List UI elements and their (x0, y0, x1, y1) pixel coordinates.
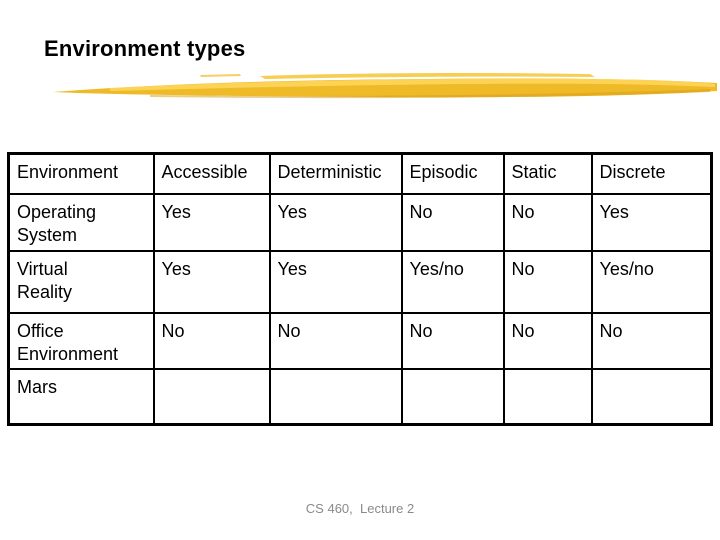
table-cell: Yes (590, 192, 713, 252)
table-cell (502, 367, 593, 426)
table-cell: No (502, 192, 593, 252)
table-cell: No (152, 311, 271, 370)
table-cell: Yes (268, 249, 403, 314)
table-cell: Yes (152, 192, 271, 252)
table-cell (268, 367, 403, 426)
column-header-environment: Environment (7, 152, 155, 195)
column-header-static: Static (502, 152, 593, 195)
table-cell: Yes/no (590, 249, 713, 314)
row-name: Office Environment (7, 311, 155, 370)
table-cell: No (400, 192, 505, 252)
slide-title: Environment types (44, 36, 246, 61)
table-row-mars: Mars (7, 367, 713, 426)
table-cell (400, 367, 505, 426)
table-cell: Yes (268, 192, 403, 252)
table-row-office-environment: Office Environment No No No No No (7, 311, 713, 370)
environment-types-table: Environment Accessible Deterministic Epi… (7, 152, 713, 427)
brush-stroke-underline (53, 72, 717, 99)
column-header-deterministic: Deterministic (268, 152, 403, 195)
column-header-episodic: Episodic (400, 152, 505, 195)
table-cell: No (502, 249, 593, 314)
table-cell: No (502, 311, 593, 370)
row-name: Operating System (7, 192, 155, 252)
table-cell (590, 367, 713, 426)
column-header-discrete: Discrete (590, 152, 713, 195)
table-cell: No (590, 311, 713, 370)
table-header-row: Environment Accessible Deterministic Epi… (7, 152, 713, 195)
table-row-operating-system: Operating System Yes Yes No No Yes (7, 192, 713, 252)
table-row-virtual-reality: Virtual Reality Yes Yes Yes/no No Yes/no (7, 249, 713, 314)
column-header-accessible: Accessible (152, 152, 271, 195)
table-cell: Yes (152, 249, 271, 314)
table-cell: No (400, 311, 505, 370)
slide-footer: CS 460, Lecture 2 (305, 501, 415, 516)
row-name: Mars (7, 367, 155, 426)
row-name: Virtual Reality (7, 249, 155, 314)
table-cell: No (268, 311, 403, 370)
table-cell: Yes/no (400, 249, 505, 314)
table-cell (152, 367, 271, 426)
